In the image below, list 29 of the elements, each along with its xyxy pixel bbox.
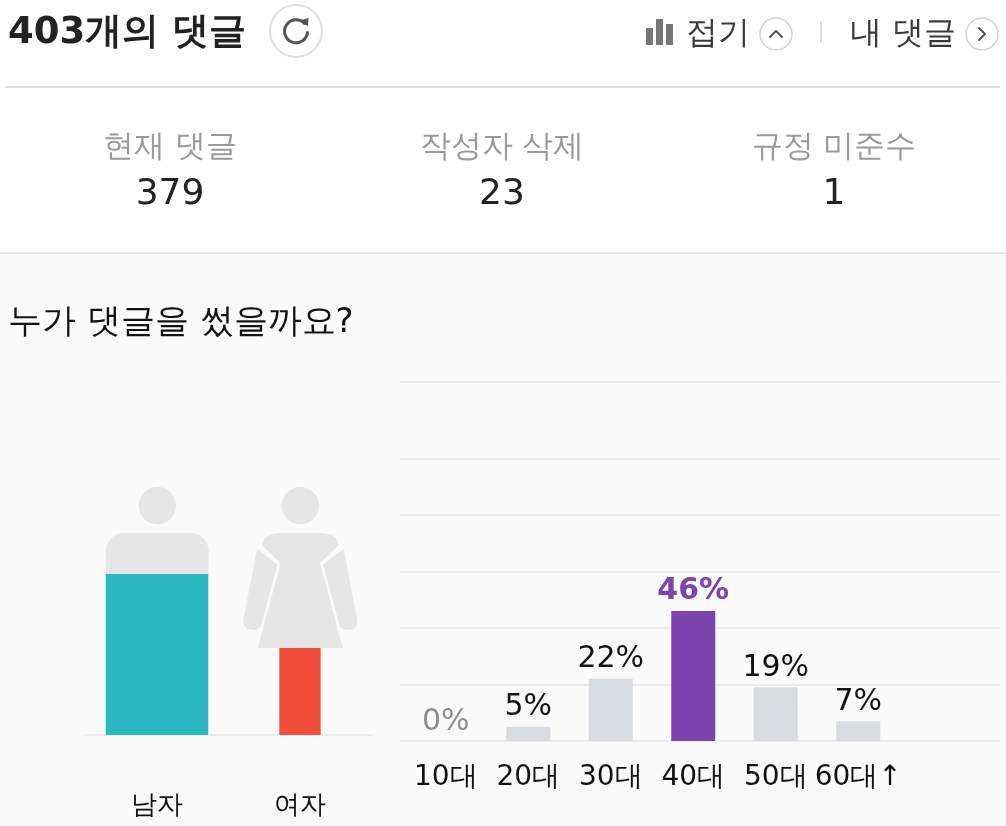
data-label: 5%: [504, 687, 553, 723]
bar: [588, 678, 633, 741]
data-label: 23: [478, 170, 526, 214]
text: 내 댓글: [849, 12, 956, 52]
data-label: 1: [821, 170, 847, 214]
data-label: 46%: [657, 571, 730, 607]
text: 403개의 댓글: [8, 9, 247, 52]
x-tick-label: 남자: [131, 789, 183, 819]
x-tick-label: 60대↑: [814, 758, 902, 792]
data-label: 19%: [742, 647, 810, 683]
data-label: 0%: [421, 701, 470, 737]
bar: [753, 687, 798, 741]
x-tick-label: 10대: [413, 758, 478, 792]
data-label: 7%: [834, 681, 883, 717]
bar: [671, 610, 716, 741]
category-label: 현재 댓글: [102, 126, 238, 165]
bar: [836, 721, 881, 741]
data-label: 22%: [577, 639, 645, 675]
category-label: 규정 미준수: [750, 126, 918, 165]
x-tick-label: 여자: [274, 789, 326, 819]
x-tick-label: 40대: [661, 758, 726, 792]
bar: [506, 726, 551, 741]
x-tick-label: 30대: [578, 758, 643, 792]
x-tick-label: 50대: [743, 758, 808, 792]
x-tick-label: 20대: [496, 758, 561, 792]
text: 접기: [685, 12, 750, 52]
category-label: 작성자 삭제: [418, 126, 586, 165]
data-label: 379: [134, 170, 206, 214]
chart-title: 누가 댓글을 썼을까요?: [8, 300, 354, 340]
